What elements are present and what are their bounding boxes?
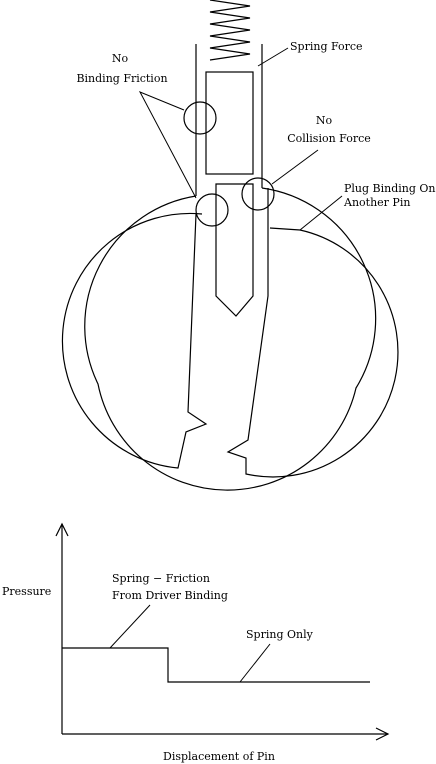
- spring-force-label: Spring Force: [290, 40, 363, 53]
- plug: [84, 187, 377, 491]
- binding-friction-leader: [138, 91, 197, 199]
- spring-friction-annotation-2: From Driver Binding: [112, 589, 228, 602]
- plug-binding-label-2: Another Pin: [343, 196, 410, 209]
- pressure-curve: [62, 647, 370, 683]
- no-binding-friction-label-2: Binding Friction: [76, 72, 167, 85]
- high-annotation-leader: [109, 604, 151, 649]
- key-blade: [226, 188, 399, 478]
- pressure-graph: Pressure Displacement of Pin Spring − Fr…: [2, 522, 390, 763]
- y-axis-label: Pressure: [2, 585, 51, 598]
- y-axis-arrow: [55, 522, 69, 537]
- plug-binding-label-1: Plug Binding On: [344, 182, 436, 195]
- no-collision-force-label-1: No: [316, 114, 333, 127]
- plug-binding-leader: [299, 195, 343, 231]
- binding-friction-circle: [183, 101, 217, 135]
- spring: [209, 0, 251, 61]
- driver-pin: [205, 71, 254, 175]
- spring-friction-annotation-1: Spring − Friction: [112, 572, 210, 585]
- collision-force-leader: [271, 149, 319, 185]
- spring-force-leader: [257, 47, 289, 67]
- key-pin: [215, 183, 254, 317]
- lock-mechanism: No Binding Friction Spring Force No Coll…: [61, 0, 436, 491]
- x-axis-arrow: [375, 727, 390, 741]
- collision-force-circle: [241, 177, 275, 211]
- plug-binding-circle-left: [195, 193, 229, 227]
- no-collision-force-label-2: Collision Force: [287, 132, 371, 145]
- no-binding-friction-label-1: No: [112, 52, 129, 65]
- plug-inner: [61, 212, 208, 469]
- low-annotation-leader: [239, 643, 271, 683]
- x-axis-label: Displacement of Pin: [163, 750, 275, 763]
- spring-only-annotation: Spring Only: [246, 628, 314, 641]
